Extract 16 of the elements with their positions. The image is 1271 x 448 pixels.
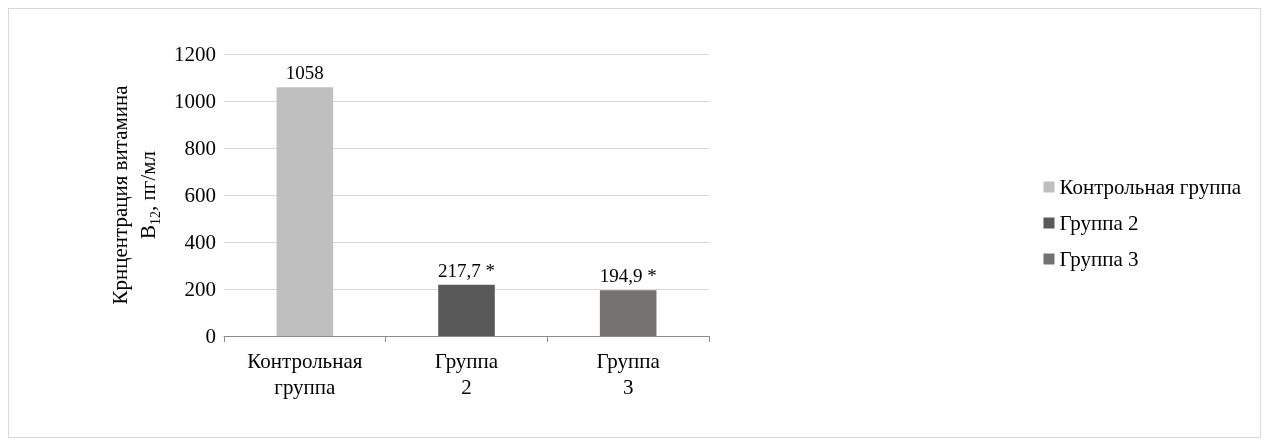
y-tick-label: 0 — [205, 324, 216, 348]
y-tick-label: 800 — [184, 136, 216, 160]
legend-label: Контрольная группа — [1059, 175, 1242, 199]
y-tick-label: 1000 — [174, 89, 216, 113]
x-tick-label: Контрольная группа — [247, 349, 363, 399]
y-tick-label: 600 — [184, 183, 216, 207]
y-tick-label: 400 — [184, 230, 216, 254]
x-tick-label: Группа 2 — [434, 349, 499, 399]
y-tick-label: 200 — [184, 277, 216, 301]
legend-label: Группа 2 — [1059, 211, 1139, 235]
y-tick-label: 1200 — [174, 42, 216, 66]
x-tick-label: Группа 3 — [596, 349, 661, 399]
data-label: 194,9 * — [599, 265, 657, 287]
legend-label: Группа 3 — [1059, 247, 1139, 271]
data-label: 217,7 * — [438, 259, 495, 281]
data-label: 1058 — [285, 62, 324, 84]
